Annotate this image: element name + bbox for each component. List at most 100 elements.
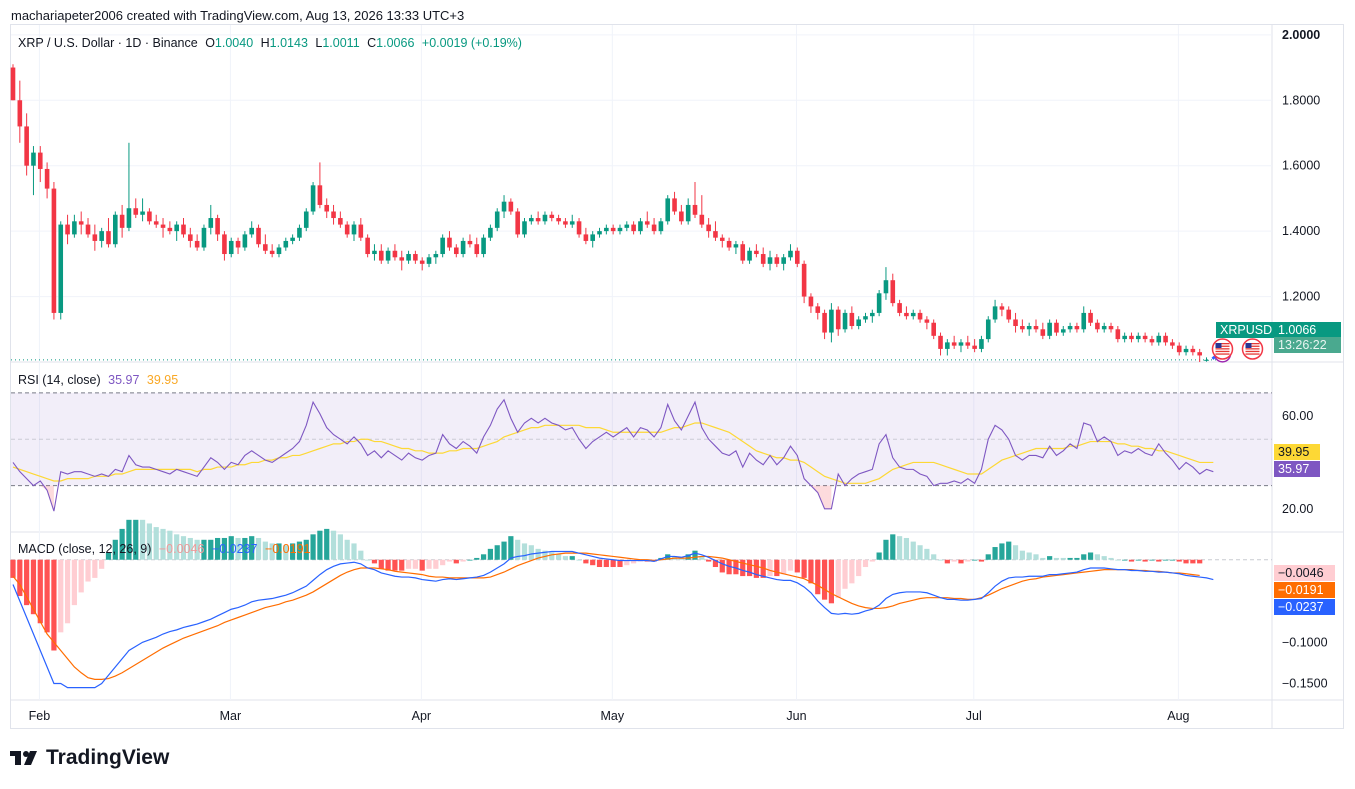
candle-body — [235, 240, 241, 248]
candle-body — [672, 198, 677, 212]
macd-histogram-bar — [1108, 557, 1114, 560]
macd-histogram-bar — [303, 539, 309, 560]
candle-body — [106, 231, 111, 245]
candle-body — [488, 227, 493, 238]
macd-hist-value: −0.0046 — [158, 542, 205, 556]
candle-body — [140, 211, 145, 215]
macd-histogram-bar — [167, 530, 173, 560]
candle-body — [883, 280, 889, 294]
price-tick-label: 1.8000 — [1282, 93, 1320, 107]
candle-body — [460, 240, 466, 255]
candle-body — [1129, 335, 1134, 340]
candle-body — [222, 234, 227, 255]
macd-histogram-bar — [876, 552, 882, 560]
macd-histogram-bar — [146, 523, 152, 560]
macd-histogram-bar — [937, 559, 944, 561]
rsi-title[interactable]: RSI (14, close) — [18, 373, 101, 387]
macd-histogram-bar — [187, 537, 193, 560]
flag-stripe — [1215, 345, 1230, 347]
macd-histogram-bar — [276, 543, 282, 560]
candle-body — [208, 218, 214, 228]
candle-body — [1149, 339, 1155, 343]
macd-title[interactable]: MACD (close, 12, 26, 9) — [18, 542, 152, 556]
macd-histogram-bar — [426, 559, 432, 569]
macd-histogram-bar — [1149, 559, 1155, 561]
macd-histogram-bar — [767, 559, 773, 577]
macd-histogram-bar — [371, 559, 378, 564]
candle-body — [985, 319, 991, 340]
candle-body — [665, 198, 671, 222]
macd-histogram-bar — [1094, 554, 1100, 560]
candle-body — [958, 342, 964, 346]
candle-body — [597, 231, 602, 235]
candle-body — [215, 218, 220, 235]
candle-body — [1095, 322, 1100, 330]
macd-histogram-bar — [399, 559, 405, 571]
sparkle-icon — [1211, 355, 1216, 360]
candle-body — [1040, 329, 1046, 336]
macd-histogram-bar — [378, 559, 384, 569]
macd-histogram-bar — [453, 559, 459, 564]
candle-body — [801, 263, 807, 297]
flag-stripe — [1215, 343, 1230, 345]
macd-histogram-bar — [351, 543, 357, 560]
macd-histogram-bar — [787, 559, 794, 571]
high-label: H — [260, 36, 270, 50]
macd-histogram-bar — [467, 559, 473, 561]
macd-signal-line — [12, 552, 1200, 680]
flag-stripe — [1215, 353, 1230, 355]
macd-histogram-bar — [1169, 559, 1175, 561]
rsi-value: 35.97 — [108, 373, 140, 387]
open-label: O — [205, 36, 215, 50]
candle-body — [406, 254, 411, 261]
rsi-tick-label: 20.00 — [1282, 502, 1313, 516]
macd-histogram-bar — [419, 559, 425, 571]
candle-body — [501, 201, 507, 212]
macd-histogram-bar — [262, 541, 268, 560]
macd-histogram-bar — [1087, 552, 1094, 560]
candle-body — [856, 319, 861, 327]
candle-body — [126, 208, 132, 228]
macd-histogram-bar — [1067, 557, 1073, 560]
close-value: 1.0066 — [376, 36, 415, 50]
x-tick-label: Apr — [412, 709, 431, 723]
macd-histogram-bar — [528, 545, 534, 560]
macd-histogram-bar — [712, 559, 719, 568]
candle-body — [781, 257, 786, 264]
flag-stripe — [1215, 350, 1230, 353]
macd-histogram-bar — [678, 557, 684, 560]
macd-histogram-bar — [944, 559, 950, 564]
tradingview-brand[interactable]: TradingView — [10, 746, 169, 770]
macd-histogram-bar — [1190, 559, 1196, 564]
candle-body — [1122, 335, 1127, 340]
macd-histogram-bar — [474, 557, 480, 560]
candle-body — [467, 240, 473, 245]
macd-histogram-bar — [903, 537, 910, 560]
candle-body — [297, 227, 302, 238]
macd-histogram-bar — [153, 527, 159, 560]
candle-body — [331, 211, 336, 219]
macd-histogram-bar — [1142, 559, 1148, 562]
candle-body — [1006, 309, 1012, 320]
candle-body — [904, 312, 909, 317]
candle-body — [1013, 319, 1018, 327]
candle-body — [276, 247, 282, 255]
macd-histogram-bar — [897, 536, 903, 560]
macd-histogram-bar — [85, 559, 91, 582]
macd-histogram-bar — [556, 554, 562, 560]
candle-body — [1047, 322, 1052, 336]
macd-tick-label: −0.1500 — [1282, 677, 1328, 691]
candle-body — [92, 234, 98, 241]
macd-histogram-bar — [330, 530, 337, 560]
candle-body — [1101, 326, 1107, 330]
macd-tick-label: −0.1000 — [1282, 635, 1328, 649]
macd-histogram-bar — [692, 550, 698, 560]
macd-histogram-bar — [269, 543, 275, 560]
macd-histogram-bar — [624, 559, 630, 566]
macd-histogram-bar — [1019, 550, 1025, 560]
macd-histogram-bar — [337, 534, 343, 560]
macd-histogram-bar — [235, 537, 241, 560]
candle-body — [870, 312, 875, 317]
symbol-title[interactable]: XRP / U.S. Dollar · 1D · Binance — [18, 36, 198, 50]
